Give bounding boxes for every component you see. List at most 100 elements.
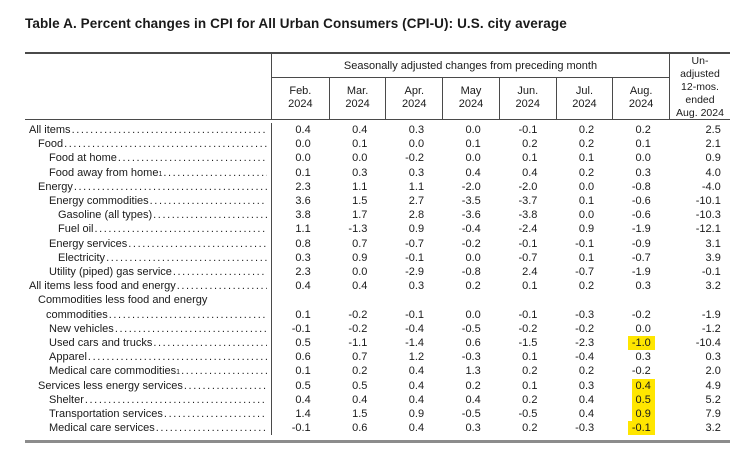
month-header-cell: Jun. 2024 [498, 78, 556, 119]
dot-leader [173, 265, 267, 279]
value-cell: 0.3 [635, 166, 651, 179]
value-cell: 0.0 [295, 138, 311, 151]
value-cell: -0.1 [405, 308, 425, 321]
value-cell: 0.1 [578, 195, 595, 208]
value-cell: 3.8 [295, 209, 311, 222]
table-row: Utility (piped) gas service 2.3 0.0 -2.9… [25, 265, 730, 280]
row-label: Energy commodities [25, 194, 272, 209]
row-label: Gasoline (all types) [25, 208, 272, 223]
row-label: Electricity [25, 250, 272, 266]
table-body: All items 0.4 0.4 0.3 0.0 -0.1 0.2 0.2 2… [25, 120, 730, 444]
annual-value-cell: -1.2 [701, 322, 721, 335]
value-cell: 0.1 [295, 308, 311, 321]
value-cell: 0.2 [522, 365, 538, 378]
row-label: All items less food and energy [25, 279, 272, 294]
row-label: Shelter [25, 392, 272, 408]
value-cell: 0.0 [635, 152, 651, 165]
row-label: Commodities less food and energy commodi… [25, 293, 272, 322]
value-cell: 0.6 [352, 422, 368, 435]
value-cell: 0.3 [465, 422, 481, 435]
value-cell: 1.1 [295, 223, 311, 236]
value-cell: 0.4 [295, 280, 311, 293]
row-label: Food at home [25, 151, 272, 166]
spanner-label: Seasonally adjusted changes from precedi… [272, 54, 669, 78]
value-cell: 0.1 [578, 152, 595, 165]
value-cell: 0.5 [352, 379, 368, 392]
row-label: Energy services [25, 236, 272, 251]
value-cell: -0.1 [291, 322, 311, 335]
value-cell: 1.4 [295, 408, 311, 421]
value-cell: -1.4 [405, 337, 425, 350]
annual-value-cell: 3.9 [705, 251, 721, 264]
value-cell: -0.1 [291, 422, 311, 435]
value-cell: 0.2 [522, 138, 538, 151]
value-cell: 2.8 [408, 209, 425, 222]
row-label: Energy [25, 179, 272, 195]
value-cell: 0.0 [465, 152, 481, 165]
value-cell: 0.4 [465, 393, 481, 406]
annual-value-cell: 4.0 [705, 166, 721, 179]
table-row: Commodities less food and energy commodi… [25, 293, 730, 322]
value-cell: 0.9 [612, 407, 669, 422]
dot-leader [184, 379, 267, 393]
value-cell: -0.4 [461, 223, 481, 236]
row-label: Medical care services [25, 421, 272, 436]
dot-leader [163, 166, 267, 180]
value-cell: 0.4 [408, 393, 425, 406]
value-cell: 0.4 [408, 365, 425, 378]
annual-value-cell: 0.3 [705, 351, 721, 364]
month-header-cell: May 2024 [442, 78, 499, 119]
value-cell: -0.7 [575, 266, 595, 279]
value-cell: 0.2 [578, 280, 595, 293]
value-cell: -3.6 [461, 209, 481, 222]
dot-leader [156, 421, 267, 435]
month-header-cell: Feb. 2024 [288, 85, 313, 110]
value-cell: -0.2 [348, 322, 368, 335]
value-cell: 0.3 [578, 379, 595, 392]
value-cell: -0.2 [405, 152, 425, 165]
value-cell: -0.9 [631, 237, 651, 250]
table-row: Services less energy services 0.5 0.5 0.… [25, 378, 730, 393]
value-cell: -0.7 [631, 251, 651, 264]
value-cell: -0.2 [631, 365, 651, 378]
value-cell: 0.2 [578, 124, 595, 136]
value-cell: 0.2 [522, 393, 538, 406]
value-cell: 0.6 [295, 351, 311, 364]
value-cell: 0.2 [522, 422, 538, 435]
value-cell: -0.2 [461, 237, 481, 250]
row-label: Food away from home 1 [25, 165, 272, 180]
value-cell: 0.9 [408, 408, 425, 421]
annual-value-cell: 3.2 [705, 422, 721, 435]
row-label: Medical care commodities 1 [25, 364, 272, 379]
dot-leader [115, 322, 267, 336]
value-cell: 0.4 [295, 124, 311, 136]
dot-leader [64, 137, 267, 151]
value-cell: 0.5 [295, 379, 311, 392]
value-cell: 0.2 [465, 379, 481, 392]
value-cell: -3.8 [518, 209, 538, 222]
value-cell: -0.3 [575, 308, 595, 321]
value-cell: 0.0 [465, 308, 481, 321]
value-cell: 0.2 [635, 124, 651, 136]
value-cell: 0.4 [408, 379, 425, 392]
value-cell: -0.5 [461, 408, 481, 421]
value-cell: 2.4 [522, 266, 538, 279]
annual-value-cell: -1.9 [701, 308, 721, 321]
table-row: Fuel oil 1.1 -1.3 0.9 -0.4 -2.4 0.9 -1.9… [25, 222, 730, 237]
annual-value-cell: -4.0 [701, 180, 721, 193]
dot-leader [88, 350, 267, 364]
table-row: Used cars and trucks 0.5 -1.1 -1.4 0.6 -… [25, 336, 730, 351]
table-header: Seasonally adjusted changes from precedi… [25, 54, 730, 120]
value-cell: 1.3 [465, 365, 481, 378]
value-cell: 1.7 [352, 209, 368, 222]
dot-leader [106, 251, 267, 265]
row-label: Apparel [25, 350, 272, 365]
dot-leader [74, 180, 267, 194]
month-header-row: Feb. 2024 Mar. 2024 Apr. 2024 May 2024 Jun. 2… [272, 78, 669, 119]
value-cell: 0.5 [612, 392, 669, 408]
value-cell: 0.1 [465, 138, 481, 151]
value-cell: -0.3 [461, 351, 481, 364]
dot-leader [72, 123, 267, 137]
table-row: Apparel 0.6 0.7 1.2 -0.3 0.1 -0.4 0.3 0.… [25, 350, 730, 365]
